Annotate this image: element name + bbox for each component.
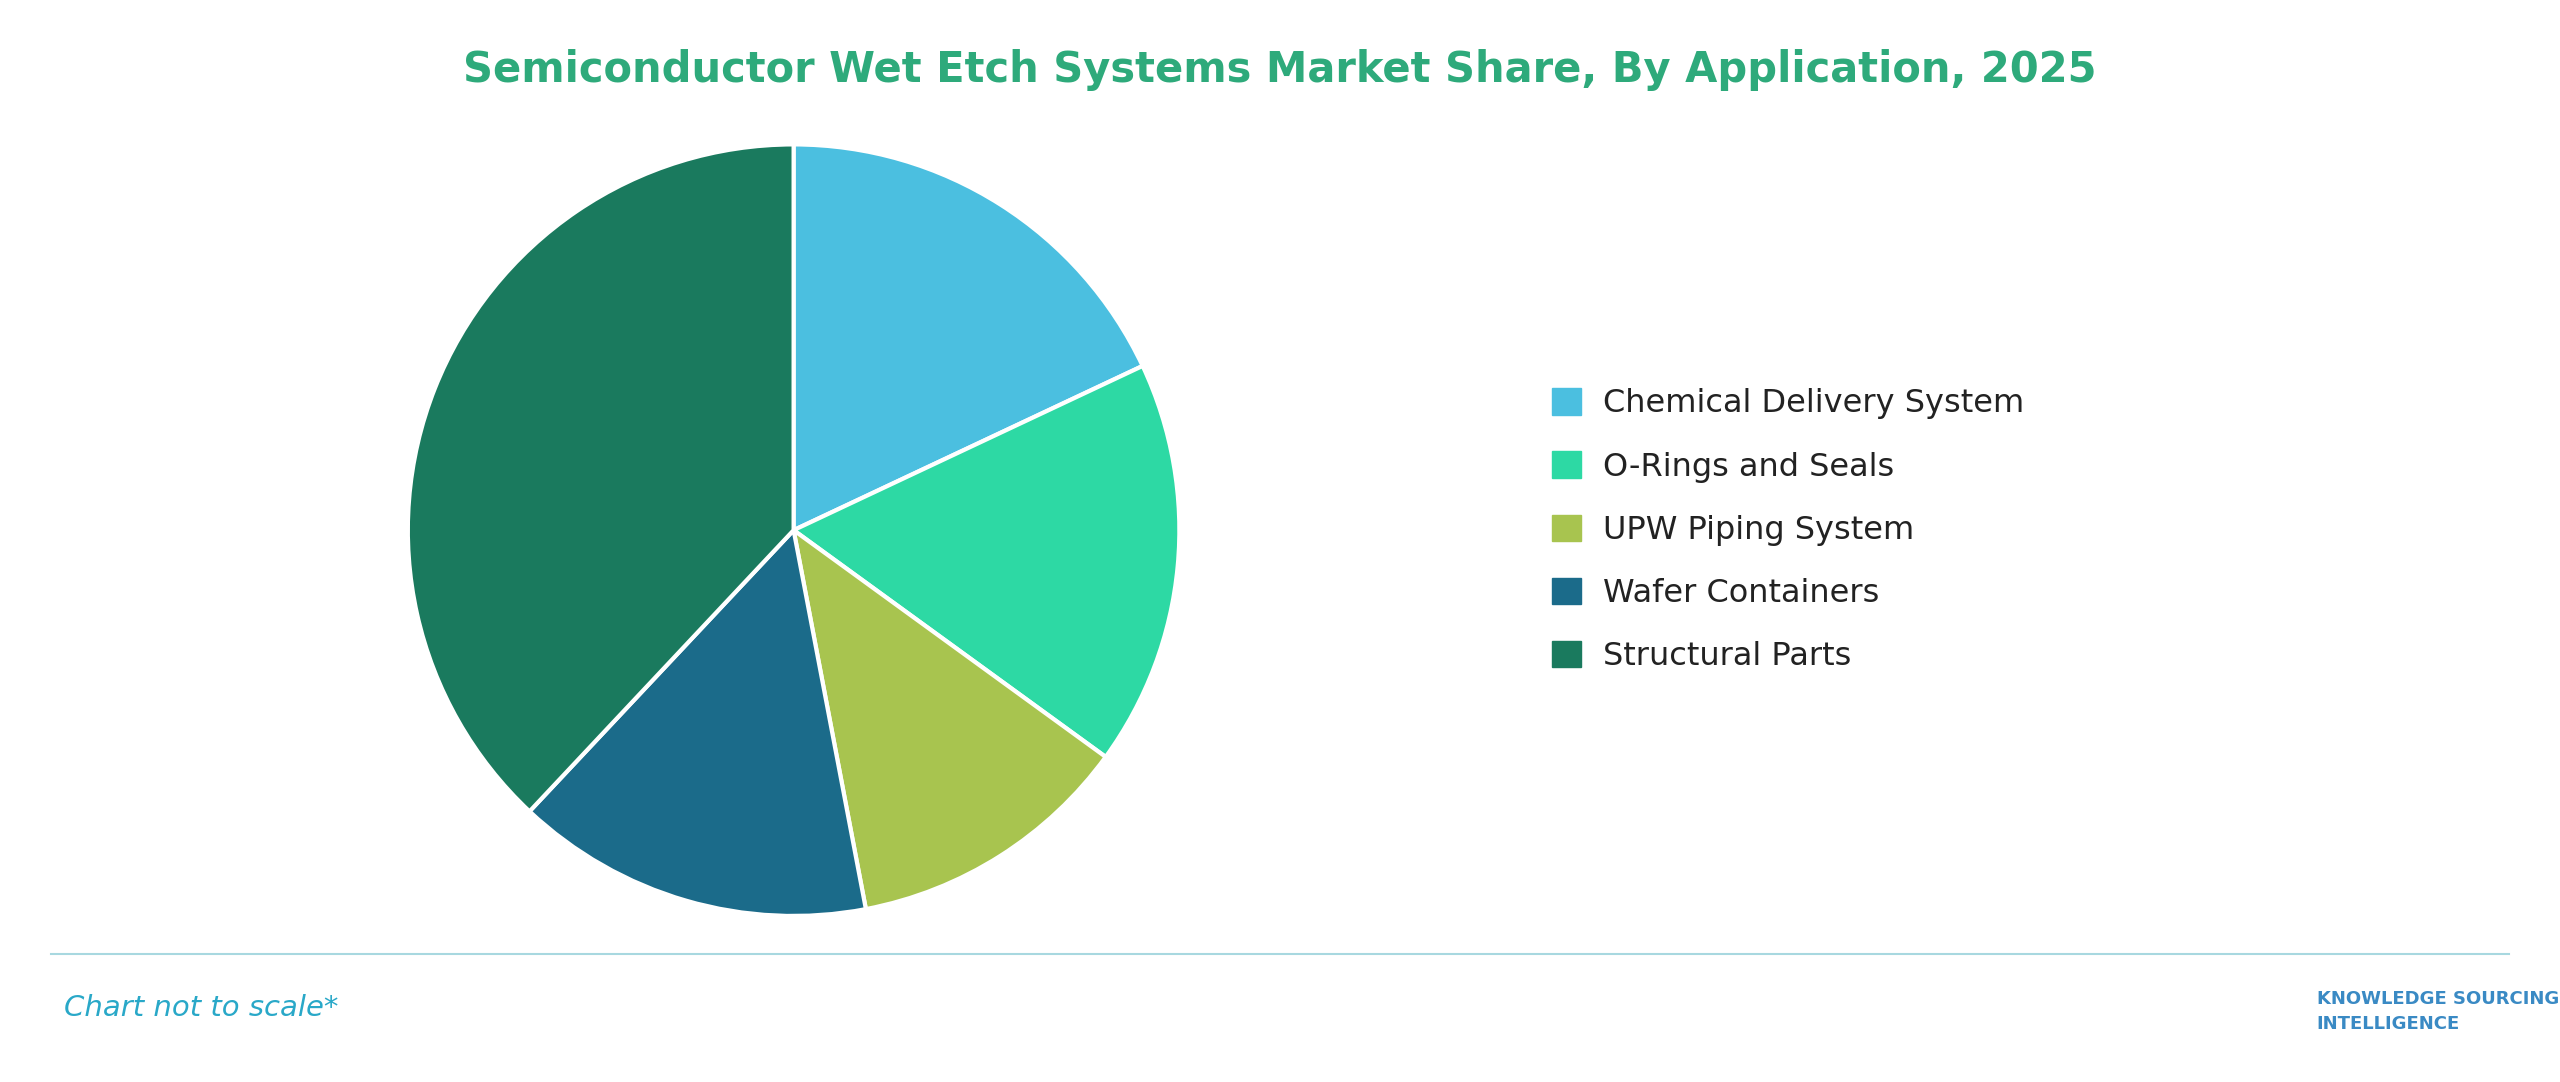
Text: Semiconductor Wet Etch Systems Market Share, By Application, 2025: Semiconductor Wet Etch Systems Market Sh…	[463, 49, 2097, 91]
Wedge shape	[794, 366, 1180, 757]
Wedge shape	[794, 530, 1106, 909]
Wedge shape	[530, 530, 865, 916]
Text: Chart not to scale*: Chart not to scale*	[64, 994, 338, 1022]
Legend: Chemical Delivery System, O-Rings and Seals, UPW Piping System, Wafer Containers: Chemical Delivery System, O-Rings and Se…	[1551, 388, 2025, 672]
Text: KNOWLEDGE SOURCING
INTELLIGENCE: KNOWLEDGE SOURCING INTELLIGENCE	[2317, 990, 2560, 1033]
Wedge shape	[794, 144, 1142, 530]
Wedge shape	[407, 144, 794, 812]
